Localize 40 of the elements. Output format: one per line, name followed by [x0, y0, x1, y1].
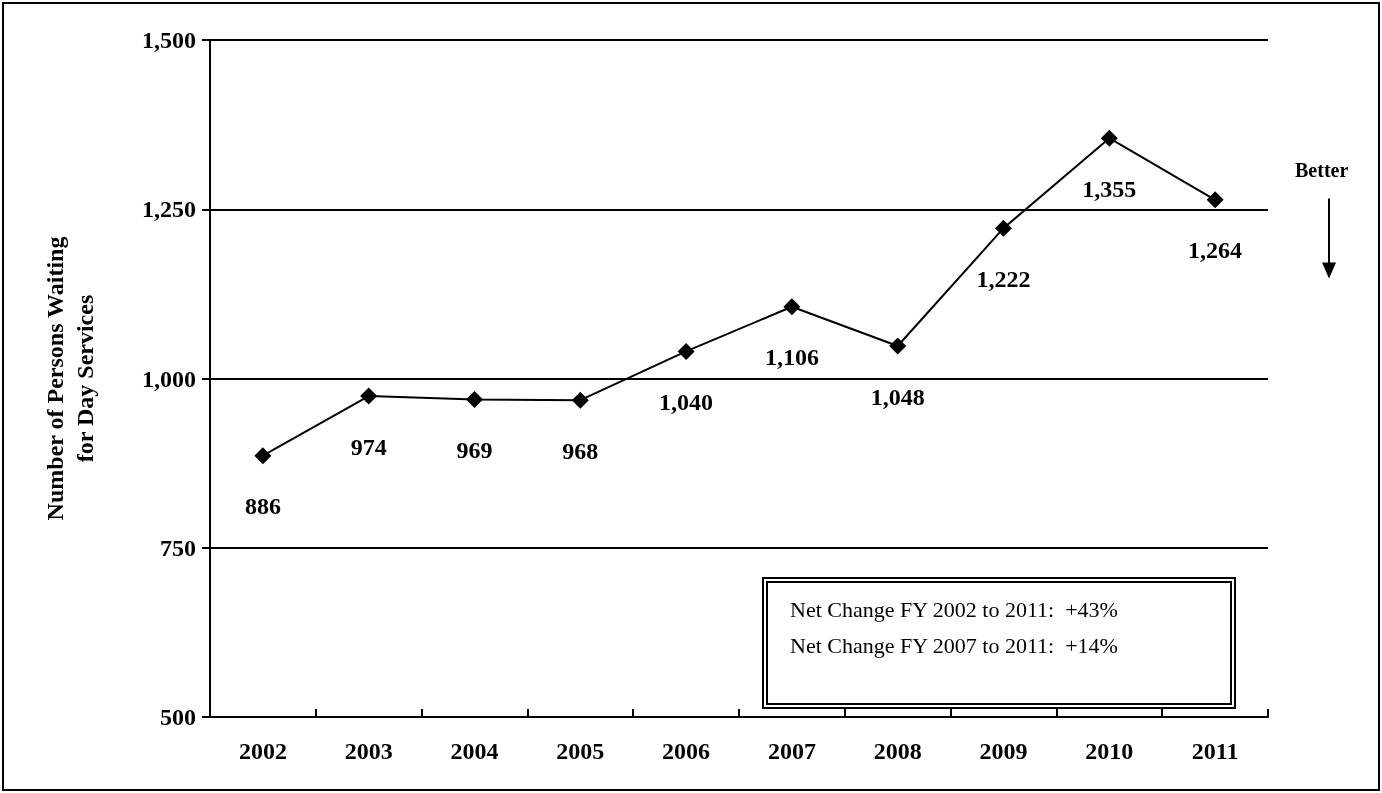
data-label: 969: [456, 436, 493, 463]
annotation: Net Change FY 2002 to 2011: +43%: [790, 597, 1118, 623]
x-tick-label: 2008: [873, 738, 922, 764]
x-tick-label: 2010: [1085, 738, 1134, 764]
x-tick-label: 2002: [238, 738, 287, 764]
x-tick-label: 2011: [1191, 738, 1239, 764]
data-label: 974: [350, 433, 387, 460]
text: Better: [1295, 159, 1349, 181]
data-label: 1,264: [1188, 237, 1243, 264]
y-tick-label: 1,250: [142, 196, 196, 223]
point: [254, 447, 272, 465]
data-label: 1,355: [1082, 175, 1137, 202]
point: [783, 298, 801, 316]
annotation: Net Change FY 2007 to 2011: +14%: [790, 633, 1118, 659]
data-label: 886: [244, 493, 281, 520]
x-tick-label: 2006: [662, 738, 711, 764]
data-label: 1,040: [659, 388, 714, 415]
point: [677, 342, 695, 360]
point: [1206, 191, 1224, 209]
y-tick-label: 1,000: [142, 365, 196, 392]
point: [1100, 129, 1118, 147]
data-label: 1,222: [976, 265, 1031, 292]
y-tick-label: 1,500: [142, 27, 196, 53]
point: [889, 337, 907, 355]
x-tick-label: 2003: [344, 738, 393, 764]
y-axis-title: Number of Persons Waiting for Day Services: [42, 236, 98, 521]
point: [360, 387, 378, 405]
x-tick-label: 2005: [556, 738, 605, 764]
note-box: Net Change FY 2002 to 2011: +43% Net Change FY 2007 to 2011: +14%: [762, 577, 1236, 709]
y-tick-label: 500: [160, 704, 196, 730]
point: [466, 390, 483, 408]
x-tick-label: 2009: [979, 738, 1028, 764]
data-label: 1,048: [870, 383, 925, 410]
point: [571, 391, 589, 409]
data-label: 968: [562, 437, 599, 464]
x-tick-label: 2007: [767, 738, 816, 764]
point: [995, 219, 1012, 237]
y-tick-label: 750: [160, 534, 196, 561]
x-tick-label: 2004: [450, 738, 499, 764]
data-label: 1,106: [764, 344, 819, 371]
